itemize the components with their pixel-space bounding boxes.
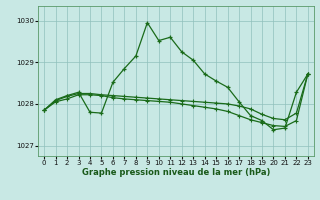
X-axis label: Graphe pression niveau de la mer (hPa): Graphe pression niveau de la mer (hPa) bbox=[82, 168, 270, 177]
